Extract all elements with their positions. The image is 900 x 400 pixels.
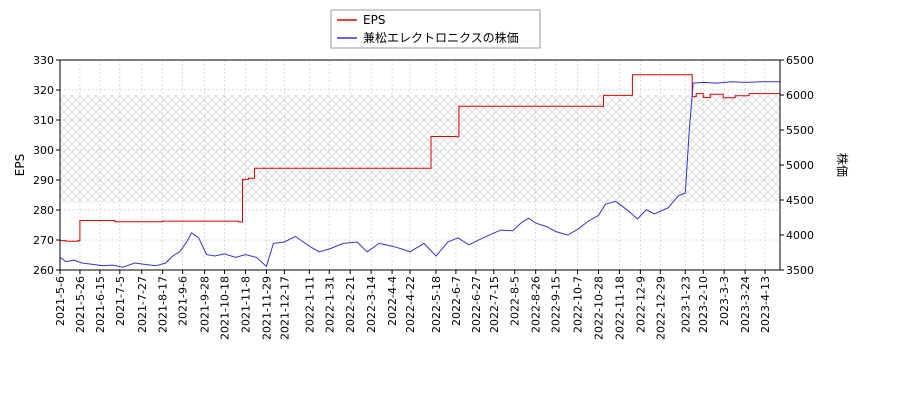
x-tick-label: 2021-11-8 (239, 276, 252, 333)
right-axis-label: 株価 (835, 153, 850, 177)
right-tick-label: 4000 (786, 229, 814, 242)
x-tick-label: 2021-9-6 (177, 276, 190, 326)
legend-box (330, 9, 541, 49)
x-tick-label: 2021-8-17 (157, 276, 170, 333)
band-rect (60, 95, 780, 203)
left-tick-label: 260 (33, 264, 54, 277)
x-tick-label: 2022-2-21 (344, 276, 357, 333)
x-tick-label: 2021-7-5 (114, 276, 127, 326)
x-tick-label: 2022-12-29 (654, 276, 667, 340)
x-tick-label: 2021-5-26 (74, 276, 87, 333)
x-tick-label: 2022-8-5 (509, 276, 522, 326)
series (59, 74, 780, 268)
legend: EPS 兼松エレクトロニクスの株価 (330, 9, 541, 49)
right-tick-label: 3500 (786, 264, 814, 277)
x-tick-label: 2023-3-24 (739, 276, 752, 333)
x-tick-label: 2022-10-28 (593, 276, 606, 340)
hatched-band (60, 95, 780, 203)
series-line-stock-price (59, 81, 780, 268)
left-axis-label: EPS (13, 154, 27, 176)
x-tick-label: 2023-4-13 (759, 276, 772, 333)
x-axis-ticks: 2021-5-6 2021-5-26 2021-6-15 2021-7-5 2021-7… (54, 270, 772, 340)
left-axis-ticks: 260 270 280 290 300 310 320 330 (33, 54, 60, 277)
right-tick-label: 5500 (786, 124, 814, 137)
left-tick-label: 330 (33, 54, 54, 67)
left-tick-label: 280 (33, 204, 54, 217)
x-tick-label: 2022-7-15 (488, 276, 501, 333)
x-tick-label: 2022-10-7 (572, 276, 585, 333)
x-tick-label: 2022-11-18 (613, 276, 626, 340)
left-tick-label: 300 (33, 144, 54, 157)
x-tick-label: 2021-10-18 (219, 276, 232, 340)
x-tick-label: 2022-1-11 (303, 276, 316, 333)
x-tick-label: 2023-1-23 (679, 276, 692, 333)
x-tick-label: 2022-6-27 (470, 276, 483, 333)
x-tick-label: 2022-8-26 (530, 276, 543, 333)
x-tick-label: 2023-2-10 (697, 276, 710, 333)
left-tick-label: 310 (33, 114, 54, 127)
x-tick-label: 2021-6-15 (94, 276, 107, 333)
legend-entry-eps: EPS (363, 13, 385, 27)
series-line-eps (60, 74, 780, 242)
x-tick-label: 2022-3-14 (365, 276, 378, 333)
x-tick-label: 2022-6-7 (450, 276, 463, 326)
x-tick-label: 2022-9-15 (550, 276, 563, 333)
right-tick-label: 6500 (786, 54, 814, 67)
x-tick-label: 2022-4-22 (404, 276, 417, 333)
x-tick-label: 2022-1-31 (323, 276, 336, 333)
x-tick-label: 2022-12-9 (634, 276, 647, 333)
x-tick-label: 2021-5-6 (54, 276, 67, 326)
x-tick-label: 2021-11-29 (260, 276, 273, 340)
x-tick-label: 2022-4-4 (386, 276, 399, 326)
right-tick-label: 6000 (786, 89, 814, 102)
left-tick-label: 290 (33, 174, 54, 187)
right-axis-ticks: 3500 4000 4500 5000 5500 6000 6500 (780, 54, 814, 277)
left-tick-label: 320 (33, 84, 54, 97)
right-tick-label: 4500 (786, 194, 814, 207)
left-tick-label: 270 (33, 234, 54, 247)
legend-entry-stock-price: 兼松エレクトロニクスの株価 (363, 30, 519, 45)
x-tick-label: 2022-5-18 (430, 276, 443, 333)
x-tick-label: 2021-7-27 (136, 276, 149, 333)
x-tick-label: 2021-12-17 (278, 276, 291, 340)
x-tick-label: 2021-9-28 (199, 276, 212, 333)
right-tick-label: 5000 (786, 159, 814, 172)
x-tick-label: 2023-3-3 (718, 276, 731, 326)
